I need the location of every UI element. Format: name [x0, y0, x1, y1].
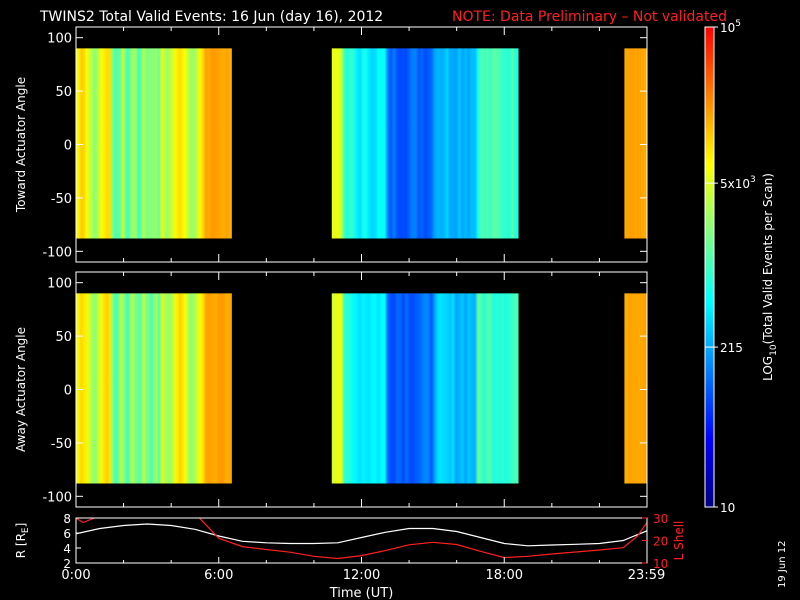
colorbar-tick-label: 5x103 [720, 175, 756, 191]
colorbar-tick-label: 105 [720, 19, 741, 35]
y-tick-label-right: 30 [653, 512, 668, 526]
y-tick-label: 50 [55, 330, 72, 345]
y-axis-label: R [RE] [14, 523, 31, 559]
y-tick-label: 0 [64, 139, 72, 154]
data-block [76, 293, 232, 484]
x-axis-label: Time (UT) [329, 586, 394, 600]
x-tick-label: 12:00 [343, 568, 380, 583]
colorbar-tick-label: 10 [720, 501, 735, 515]
date-stamp: 19 Jun 12 [777, 541, 788, 588]
y-tick-label: 2 [63, 557, 71, 571]
y-tick-label-right: 10 [653, 557, 668, 571]
colorbar-gradient [705, 27, 714, 507]
y-tick-label: 100 [47, 277, 72, 292]
colorbar-label: LOG10(Total Valid Events per Scan) [761, 173, 779, 381]
y-tick-label: -100 [42, 245, 72, 260]
colorbar-tick-label: 215 [720, 341, 743, 355]
x-tick-label: 23:59 [628, 568, 665, 583]
x-tick-label: 6:00 [204, 568, 233, 583]
away-actuator-panel: 100 50 0 -50 -100 Away Actuator Angle [14, 271, 648, 508]
data-block [331, 293, 519, 484]
toward-actuator-panel: 100 50 0 -50 -100 Toward Actuator Angle [14, 26, 648, 263]
preliminary-note: NOTE: Data Preliminary – Not validated [452, 9, 727, 25]
x-tick-label: 0:00 [61, 568, 90, 583]
y-axis-label: Toward Actuator Angle [14, 77, 28, 213]
y-tick-label: -50 [51, 437, 72, 452]
data-block [331, 48, 519, 239]
y-axis-label-right: L Shell [672, 521, 686, 561]
x-tick-label: 18:00 [486, 568, 523, 583]
y-tick-label: -100 [42, 490, 72, 505]
data-block [76, 48, 232, 239]
y-tick-label: 6 [63, 527, 71, 541]
colorbar: 105 5x103 215 10 LOG10(Total Valid Events pe… [704, 19, 779, 515]
y-axis-label: Away Actuator Angle [14, 327, 28, 452]
y-tick-label: 50 [55, 85, 72, 100]
l-shell-line [76, 518, 647, 560]
y-tick-label-right: 20 [653, 535, 668, 549]
data-block [624, 48, 647, 239]
y-tick-label: 4 [63, 542, 71, 556]
y-tick-label: -50 [51, 192, 72, 207]
y-tick-label: 0 [64, 384, 72, 399]
figure-title: TWINS2 Total Valid Events: 16 Jun (day 1… [39, 9, 383, 25]
data-block [624, 293, 647, 484]
radius-line [76, 523, 647, 547]
y-tick-label: 100 [47, 32, 72, 47]
y-tick-label: 8 [63, 512, 71, 526]
